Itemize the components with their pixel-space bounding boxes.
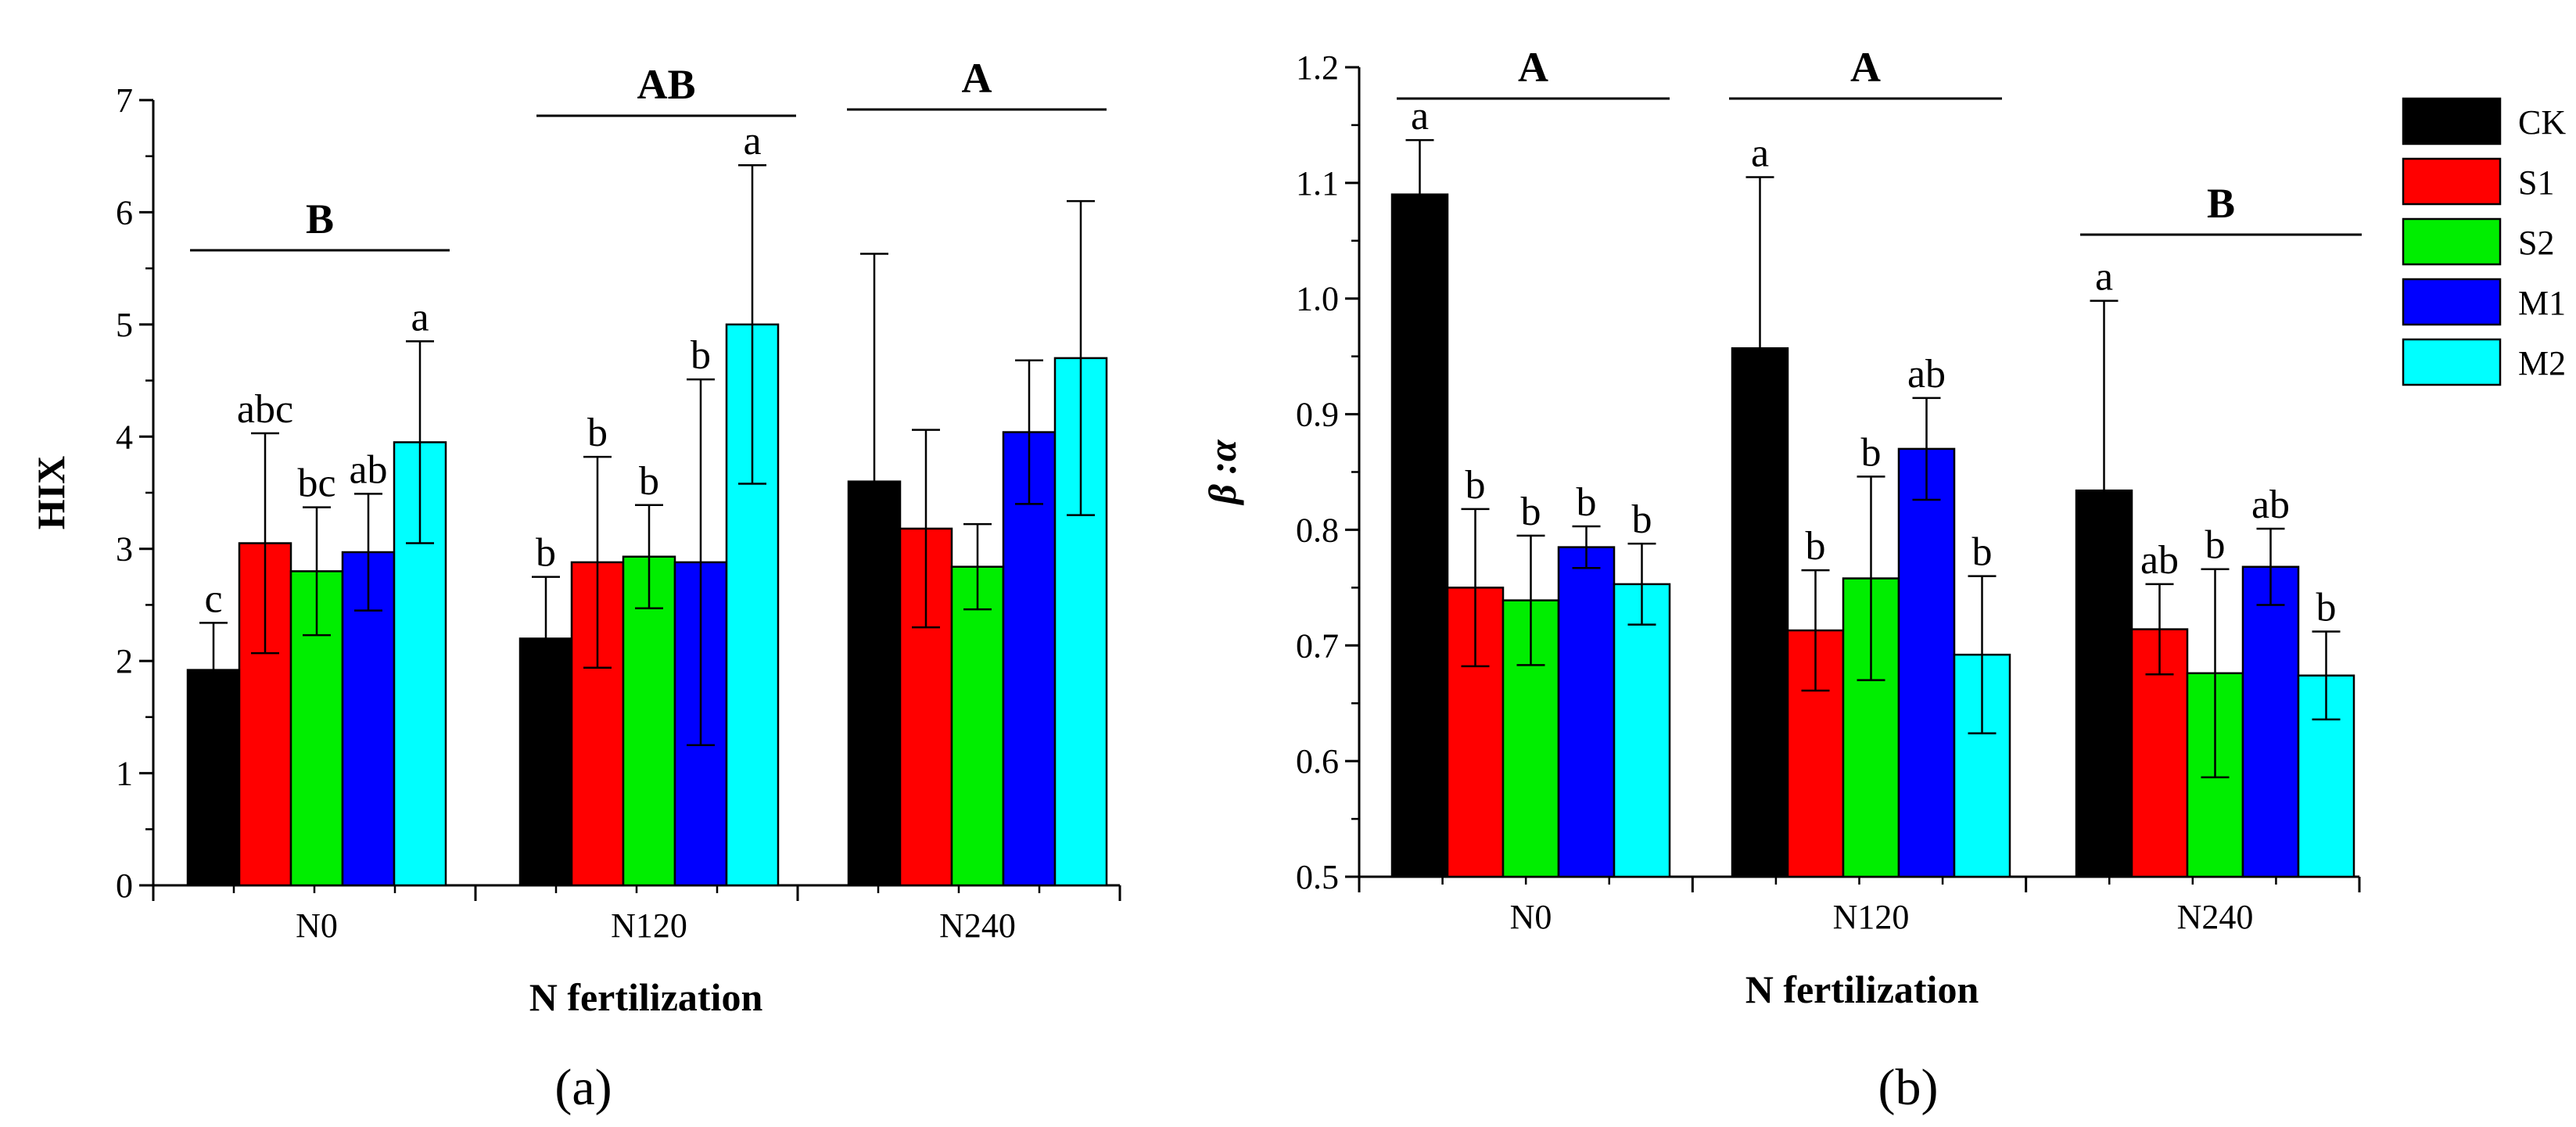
significance-letter: a	[743, 119, 761, 163]
significance-letter: b	[639, 459, 659, 504]
bar-m1-n120	[1897, 447, 1956, 878]
legend-label-m1: M1	[2518, 284, 2566, 322]
y-tick-label: 6	[116, 193, 133, 232]
significance-letter: a	[411, 295, 429, 339]
bar-ck-n0	[1390, 193, 1449, 878]
y-tick-label: 0.8	[1296, 511, 1339, 549]
significance-letter: a	[1751, 131, 1769, 175]
legend-swatch-m1	[2402, 278, 2502, 326]
y-tick-label: 5	[116, 306, 133, 344]
bar-s2-n240	[950, 565, 1005, 887]
y-axis-title: β :α	[1200, 439, 1244, 506]
x-tick-label-n0: N0	[296, 906, 338, 945]
y-tick-label: 2	[116, 642, 133, 680]
legend-swatch-m2	[2402, 338, 2502, 386]
y-tick-label: 0	[116, 867, 133, 905]
legend-label-s1: S1	[2518, 163, 2554, 202]
significance-letter: ab	[349, 447, 387, 492]
bar-s2-n120	[622, 555, 676, 887]
significance-letter: b	[2205, 523, 2226, 568]
x-tick-label-n240: N240	[939, 906, 1016, 945]
y-axis-title: HIX	[29, 456, 73, 529]
panel-label: (b)	[1878, 1059, 1939, 1116]
x-tick-label-n0: N0	[1510, 898, 1552, 936]
bar-m1-n0	[1557, 546, 1616, 878]
bar-m1-n240	[2241, 565, 2300, 878]
significance-letter: b	[1972, 530, 1993, 575]
y-tick-label: 0.7	[1296, 626, 1339, 665]
legend-label-m2: M2	[2518, 344, 2566, 382]
significance-letter: b	[2316, 586, 2337, 630]
x-axis-title: N fertilization	[1745, 967, 1979, 1011]
x-axis-title: N fertilization	[529, 975, 763, 1019]
significance-letter: ab	[2251, 483, 2290, 527]
significance-letter: ab	[1907, 352, 1946, 397]
bar-m1-n240	[1002, 431, 1057, 887]
significance-letter: b	[1806, 524, 1826, 569]
significance-letter: ab	[2140, 538, 2179, 583]
panel-label: (a)	[554, 1059, 612, 1116]
group-letter: A	[1518, 44, 1548, 91]
significance-letter: b	[1521, 490, 1541, 534]
significance-letter: b	[691, 333, 711, 378]
legend-swatch-s2	[2402, 217, 2502, 266]
bar-s1-n0	[238, 542, 292, 887]
legend-label-ck: CK	[2518, 103, 2566, 142]
group-letter: B	[306, 196, 334, 242]
y-tick-label: 0.5	[1296, 858, 1339, 896]
significance-letter: c	[204, 576, 222, 621]
group-letter: AB	[637, 61, 695, 108]
significance-letter: b	[536, 531, 556, 576]
significance-letter: a	[1411, 94, 1429, 138]
x-tick-label-n240: N240	[2177, 898, 2254, 936]
y-tick-label: 1.2	[1296, 48, 1339, 87]
significance-letter: a	[2095, 255, 2113, 300]
y-tick-label: 1.0	[1296, 280, 1339, 318]
significance-letter: b	[1861, 430, 1882, 475]
significance-letter: b	[1632, 497, 1652, 542]
y-tick-label: 0.9	[1296, 396, 1339, 434]
y-tick-label: 1.1	[1296, 164, 1339, 203]
significance-letter: bc	[297, 461, 335, 506]
group-letter: A	[1850, 44, 1881, 91]
significance-letter: b	[1577, 480, 1597, 525]
bar-m2-n0	[1613, 583, 1671, 878]
y-tick-label: 4	[116, 418, 133, 456]
significance-letter: abc	[237, 387, 293, 432]
significance-letter: b	[587, 411, 608, 455]
y-tick-label: 7	[116, 81, 133, 120]
legend-swatch-s1	[2402, 157, 2502, 206]
y-tick-label: 0.6	[1296, 742, 1339, 781]
x-tick-label-n120: N120	[1833, 898, 1910, 936]
y-tick-label: 3	[116, 530, 133, 569]
y-tick-label: 1	[116, 755, 133, 793]
significance-letter: b	[1466, 463, 1486, 508]
group-letter: B	[2207, 180, 2235, 227]
x-tick-label-n120: N120	[611, 906, 687, 945]
group-letter: A	[962, 55, 992, 102]
legend-label-s2: S2	[2518, 224, 2554, 262]
legend-swatch-ck	[2402, 97, 2502, 145]
